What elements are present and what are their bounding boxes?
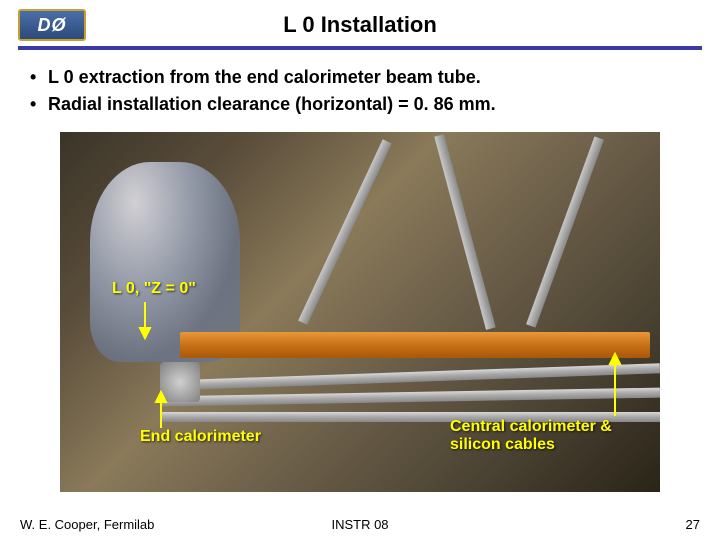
slide-footer: W. E. Cooper, Fermilab INSTR 08 27	[0, 517, 720, 532]
annotation-central-cal-1: Central calorimeter &	[450, 418, 612, 436]
annotation-end-cal: End calorimeter	[140, 428, 261, 446]
bullet-list: L 0 extraction from the end calorimeter …	[26, 64, 694, 118]
footer-page-number: 27	[473, 517, 700, 532]
bullet-item: L 0 extraction from the end calorimeter …	[26, 64, 694, 91]
slide-content: L 0 extraction from the end calorimeter …	[0, 50, 720, 492]
arrow-end-cal	[146, 390, 176, 430]
arrow-l0	[130, 300, 160, 340]
support-rail	[160, 388, 660, 407]
annotation-central-cal-2: silicon cables	[450, 436, 555, 454]
slide-title: L 0 Installation	[86, 12, 702, 38]
support-rail	[160, 363, 660, 390]
annotation-l0: L 0, "Z = 0"	[112, 280, 196, 298]
footer-conference: INSTR 08	[247, 517, 474, 532]
support-strut	[526, 136, 604, 327]
d0-logo	[18, 9, 86, 41]
footer-author: W. E. Cooper, Fermilab	[20, 517, 247, 532]
support-strut	[298, 139, 392, 324]
support-strut	[434, 134, 495, 330]
bullet-item: Radial installation clearance (horizonta…	[26, 91, 694, 118]
slide-header: L 0 Installation	[0, 0, 720, 44]
arrow-central-cal	[600, 352, 630, 418]
beam-tube	[180, 332, 650, 358]
installation-photo: L 0, "Z = 0" End calorimeter Central cal…	[60, 132, 660, 492]
